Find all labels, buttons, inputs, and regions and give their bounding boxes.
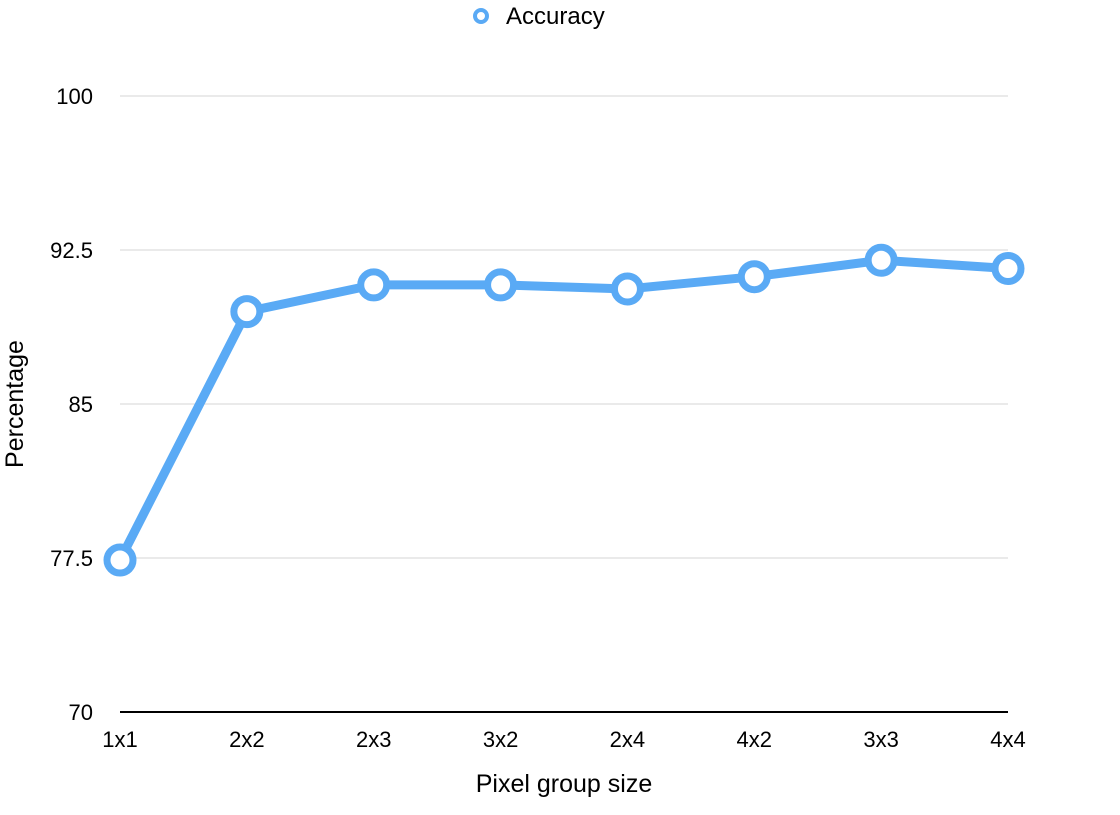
x-axis-title: Pixel group size xyxy=(476,770,652,798)
data-point xyxy=(230,295,264,329)
x-tick-label: 2x4 xyxy=(610,727,645,752)
legend-label-accuracy: Accuracy xyxy=(506,3,605,30)
x-tick-label: 4x4 xyxy=(990,727,1025,752)
x-tick-label: 3x3 xyxy=(863,727,898,752)
y-tick-label: 77.5 xyxy=(50,546,93,571)
series-accuracy xyxy=(103,243,1025,577)
y-tick-label: 92.5 xyxy=(50,238,93,263)
data-point xyxy=(864,243,898,277)
legend: Accuracy xyxy=(473,3,605,30)
y-axis-tick-labels: 70 77.5 85 92.5 100 xyxy=(50,84,93,725)
gridlines xyxy=(120,95,1008,559)
data-point xyxy=(737,260,771,294)
series-line xyxy=(115,255,1013,565)
legend-marker-accuracy xyxy=(473,8,489,24)
y-axis-title: Percentage xyxy=(1,340,29,468)
x-tick-label: 2x3 xyxy=(356,727,391,752)
x-axis-tick-labels: 1x1 2x2 2x3 3x2 2x4 4x2 3x3 4x4 xyxy=(102,727,1025,752)
x-tick-label: 3x2 xyxy=(483,727,518,752)
data-point xyxy=(610,272,644,306)
x-tick-label: 4x2 xyxy=(737,727,772,752)
x-tick-label: 2x2 xyxy=(229,727,264,752)
y-tick-label: 85 xyxy=(69,392,93,417)
data-point xyxy=(991,251,1025,285)
data-point xyxy=(103,543,137,577)
data-point xyxy=(357,268,391,302)
y-tick-label: 70 xyxy=(69,700,93,725)
y-tick-label: 100 xyxy=(56,84,93,109)
x-tick-label: 1x1 xyxy=(102,727,137,752)
data-point xyxy=(484,268,518,302)
